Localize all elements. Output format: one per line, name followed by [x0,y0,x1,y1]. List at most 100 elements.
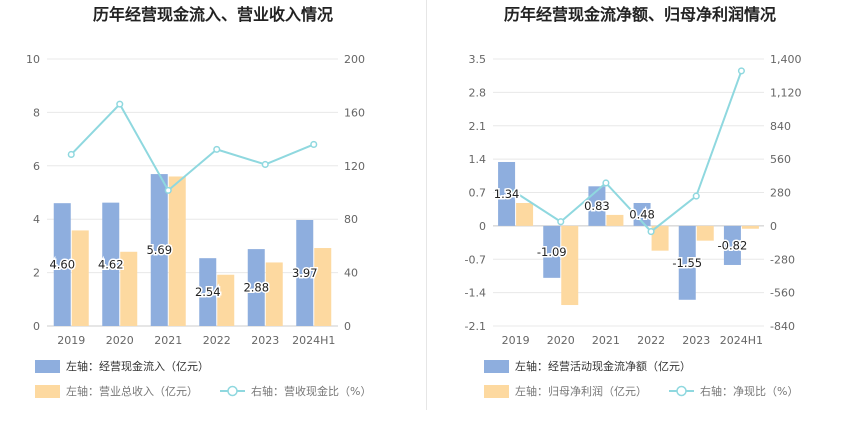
line-point [116,100,124,108]
y-right-tick-label: 1,400 [770,53,802,66]
data-label: 1.34 [494,187,520,201]
data-label: 5.69 [146,243,172,257]
x-tick-label: 2024H1 [720,334,763,347]
bar-left-series-1 [633,202,651,226]
bar-left-series-1 [247,249,265,326]
line-point [692,192,700,200]
data-label: -1.09 [537,245,567,259]
legend-swatch [484,385,509,398]
data-label: 2.54 [195,285,221,299]
line-point [213,145,221,153]
bar-left-series-2 [120,251,138,326]
y-right-tick-label: 280 [770,187,791,200]
line-point [310,140,318,148]
y-left-tick-label: -2.1 [465,320,486,333]
bar-left-series-2 [217,274,235,326]
y-right-tick-label: 40 [344,267,358,280]
line-point [602,179,610,187]
bar-left-series-1 [543,225,561,278]
line-point [512,188,520,197]
legend-swatch [35,360,60,373]
legend-swatch [35,385,60,398]
bar-left-series-1 [199,258,217,326]
data-label: 4.60 [49,258,75,272]
data-label: 0.83 [584,199,610,213]
y-left-tick-label: -1.4 [465,287,486,300]
x-tick-label: 2019 [502,334,530,347]
y-right-tick-label: -280 [770,253,795,266]
y-right-tick-label: 0 [770,220,777,233]
x-tick-label: 2021 [592,334,620,347]
x-tick-label: 2022 [203,334,231,347]
bar-left-series-2 [741,225,759,229]
legend-label: 左轴：经营现金流入（亿元） [66,359,209,373]
legend-label: 右轴：营收现金比（%） [251,384,371,398]
data-label: -0.82 [718,238,748,252]
bar-left-series-2 [606,214,624,226]
chart-2: 历年经营现金流净额、归母净利润情况 -2.1 -1.4 -0.7 0 0.7 1.4 2.1 2… [465,5,802,398]
bar-left-series-2 [696,225,714,241]
bar-left-series-1 [723,225,741,265]
bar-left-series-1 [53,203,71,326]
chart-title: 历年经营现金流入、营业收入情况 [93,5,333,24]
bar-left-series-2 [314,248,332,326]
bar-left-series-2 [168,176,186,326]
line-point [164,186,172,194]
legend-swatch-marker [676,385,687,397]
y-left-tick-label: 2.1 [469,120,487,133]
line-series [515,70,743,233]
data-label: 0.48 [629,207,655,221]
data-label: 3.97 [292,266,318,280]
x-tick-label: 2022 [637,334,665,347]
y-right-tick-label: 560 [770,153,791,166]
y-right-tick-label: 840 [770,120,791,133]
y-right-tick-label: 80 [344,213,358,226]
bar-left-series-1 [678,225,696,300]
x-tick-label: 2020 [547,334,575,347]
bar-left-series-1 [150,174,168,326]
x-tick-label: 2020 [106,334,134,347]
x-tick-label: 2024H1 [292,334,335,347]
bar-left-series-2 [265,262,283,326]
x-tick-label: 2019 [57,334,85,347]
y-right-tick-label: 0 [344,320,351,333]
bar-left-series-1 [498,161,516,226]
y-left-tick-label: 1.4 [469,153,487,166]
legend-item-bar-2: 左轴：归母净利润（亿元） [484,384,647,398]
legend-item-bar-1: 左轴：经营活动现金流净额（亿元） [484,359,691,373]
legend-item-line: 右轴：净现比（%） [669,384,798,398]
y-left-tick-label: 0.7 [469,187,487,200]
bar-left-series-2 [71,230,89,326]
line-point [737,67,745,75]
y-right-tick-label: -840 [770,320,795,333]
y-left-tick-label: 6 [33,160,40,173]
bar-left-series-2 [651,225,669,251]
data-label: 4.62 [98,257,124,271]
line-point [647,228,655,236]
y-left-tick-label: 0 [33,320,40,333]
x-tick-label: 2023 [682,334,710,347]
legend-label: 右轴：净现比（%） [700,384,798,398]
legend-label: 左轴：营业总收入（亿元） [66,384,198,398]
line-point [557,218,565,226]
y-left-tick-label: 2 [33,267,40,280]
panel-divider [426,0,427,410]
bar-left-series-2 [561,225,579,306]
y-right-tick-label: 1,120 [770,86,802,99]
data-label: 2.88 [243,281,269,295]
x-tick-label: 2021 [154,334,182,347]
y-left-tick-label: 4 [33,213,40,226]
chart-title: 历年经营现金流净额、归母净利润情况 [504,5,776,24]
legend-item-bar-2: 左轴：营业总收入（亿元） [35,384,198,398]
line-series [70,102,315,192]
chart-1: 历年经营现金流入、营业收入情况 0 2 4 6 8 10 0 40 80 120 160 200 2019… [26,5,371,398]
x-tick-label: 2023 [251,334,279,347]
y-left-tick-label: 2.8 [469,86,487,99]
y-left-tick-label: 8 [33,106,40,119]
data-label: -1.55 [672,256,702,270]
legend-swatch [484,360,509,373]
y-left-tick-label: 10 [26,53,40,66]
y-right-tick-label: 160 [344,106,365,119]
